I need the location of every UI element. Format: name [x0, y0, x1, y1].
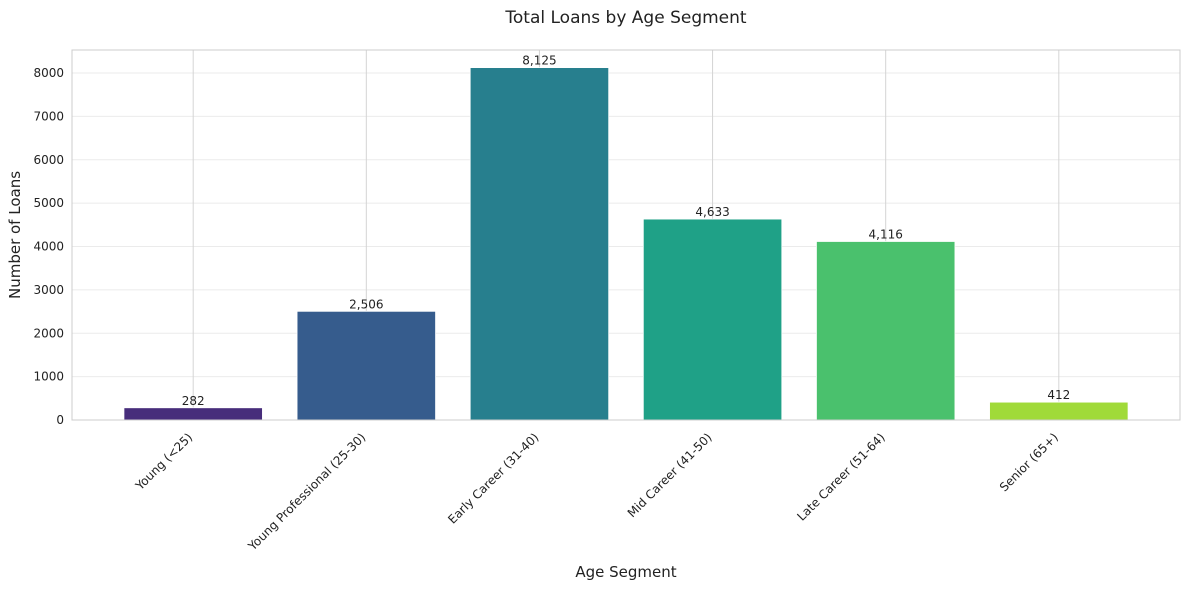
y-tick-label: 5000	[33, 196, 64, 210]
bar	[642, 218, 783, 421]
bar-value-label: 4,633	[695, 205, 729, 219]
bar-value-label: 8,125	[522, 54, 556, 68]
x-tick-label: Young Professional (25-30)	[245, 430, 369, 554]
bar	[816, 241, 956, 421]
y-tick-label: 7000	[33, 109, 64, 123]
y-tick-label: 1000	[33, 370, 64, 384]
bar	[989, 401, 1129, 421]
x-tick-label: Late Career (51-64)	[794, 430, 887, 523]
grid-lines	[72, 50, 1180, 421]
bar	[296, 310, 436, 421]
bars	[123, 67, 1129, 421]
y-tick-labels: 0 1000 2000 3000 4000 5000 6000 7000 8000	[33, 66, 64, 427]
y-axis-title: Number of Loans	[6, 171, 24, 299]
y-tick-label: 4000	[33, 240, 64, 254]
y-tick-label: 2000	[33, 326, 64, 340]
y-tick-label: 0	[56, 413, 64, 427]
y-tick-label: 8000	[33, 66, 64, 80]
x-tick-label: Mid Career (41-50)	[625, 430, 715, 520]
x-tick-labels: Young (<25) Young Professional (25-30) Ear…	[132, 430, 1061, 554]
x-tick-label: Early Career (31-40)	[445, 430, 541, 526]
bar-value-label: 412	[1047, 388, 1070, 402]
bar	[123, 407, 263, 421]
data-labels: 282 2,506 8,125 4,633 4,116 412	[182, 54, 1071, 408]
y-tick-label: 3000	[33, 283, 64, 297]
x-tick-label: Young (<25)	[132, 430, 195, 493]
x-axis-title: Age Segment	[575, 563, 676, 581]
y-tick-label: 6000	[33, 153, 64, 167]
chart-title: Total Loans by Age Segment	[504, 8, 747, 28]
bar	[469, 67, 610, 421]
plot-frame	[71, 49, 1181, 421]
bar-value-label: 282	[182, 394, 205, 408]
bar-value-label: 2,506	[349, 297, 383, 311]
bar-value-label: 4,116	[869, 227, 903, 241]
x-tick-label: Senior (65+)	[997, 430, 1061, 494]
